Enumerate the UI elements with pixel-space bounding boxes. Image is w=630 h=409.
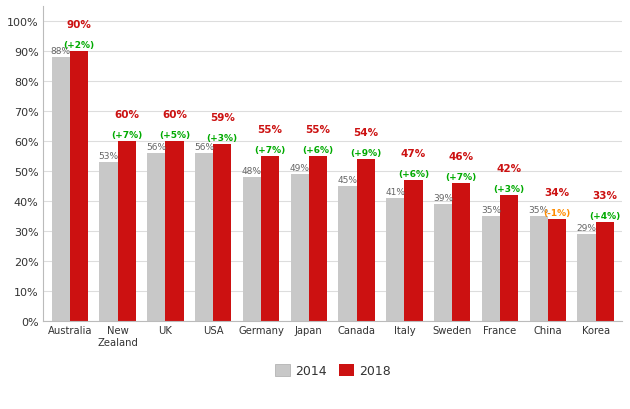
Bar [195, 153, 213, 321]
Text: (+6%): (+6%) [302, 146, 333, 155]
Bar [404, 180, 423, 321]
Text: (+7%): (+7%) [255, 146, 285, 155]
Bar [386, 198, 404, 321]
Bar [338, 186, 357, 321]
Bar [452, 183, 471, 321]
Text: (+6%): (+6%) [398, 170, 429, 179]
Text: 60%: 60% [114, 110, 139, 119]
Text: (+3%): (+3%) [493, 185, 525, 194]
Text: 49%: 49% [290, 164, 310, 173]
Bar [118, 142, 135, 321]
Text: 35%: 35% [529, 206, 549, 215]
Text: 56%: 56% [146, 143, 166, 152]
Text: 55%: 55% [258, 125, 283, 135]
Text: 59%: 59% [210, 112, 235, 123]
Bar [70, 52, 88, 321]
Bar [595, 222, 614, 321]
Text: (+4%): (+4%) [589, 212, 621, 220]
Text: (-1%): (-1%) [543, 209, 571, 218]
Bar [147, 153, 165, 321]
Bar [434, 204, 452, 321]
Text: (+5%): (+5%) [159, 131, 190, 140]
Bar [243, 178, 261, 321]
Text: 34%: 34% [544, 187, 570, 197]
Bar [213, 144, 231, 321]
Text: 88%: 88% [50, 47, 71, 56]
Text: 60%: 60% [162, 110, 187, 119]
Text: 48%: 48% [242, 167, 262, 176]
Text: 42%: 42% [496, 164, 522, 173]
Text: 39%: 39% [433, 194, 453, 203]
Bar [578, 234, 595, 321]
Text: 47%: 47% [401, 148, 426, 158]
Text: 53%: 53% [98, 152, 118, 161]
Text: 29%: 29% [576, 224, 597, 233]
Bar [530, 216, 548, 321]
Text: (+7%): (+7%) [445, 173, 477, 182]
Text: (+7%): (+7%) [111, 131, 142, 140]
Text: 90%: 90% [66, 20, 91, 30]
Text: 55%: 55% [306, 125, 330, 135]
Bar [100, 162, 118, 321]
Text: 54%: 54% [353, 128, 378, 137]
Bar [548, 219, 566, 321]
Text: 56%: 56% [194, 143, 214, 152]
Bar [52, 58, 70, 321]
Text: (+9%): (+9%) [350, 149, 381, 158]
Bar [165, 142, 183, 321]
Bar [357, 160, 375, 321]
Text: 46%: 46% [449, 151, 474, 162]
Legend: 2014, 2018: 2014, 2018 [275, 364, 391, 378]
Text: (+2%): (+2%) [63, 41, 94, 50]
Bar [290, 174, 309, 321]
Bar [261, 156, 279, 321]
Bar [309, 156, 327, 321]
Text: (+3%): (+3%) [207, 134, 238, 143]
Text: 45%: 45% [338, 176, 357, 185]
Bar [500, 195, 518, 321]
Text: 33%: 33% [592, 190, 617, 200]
Text: 41%: 41% [386, 188, 405, 197]
Text: 35%: 35% [481, 206, 501, 215]
Bar [482, 216, 500, 321]
